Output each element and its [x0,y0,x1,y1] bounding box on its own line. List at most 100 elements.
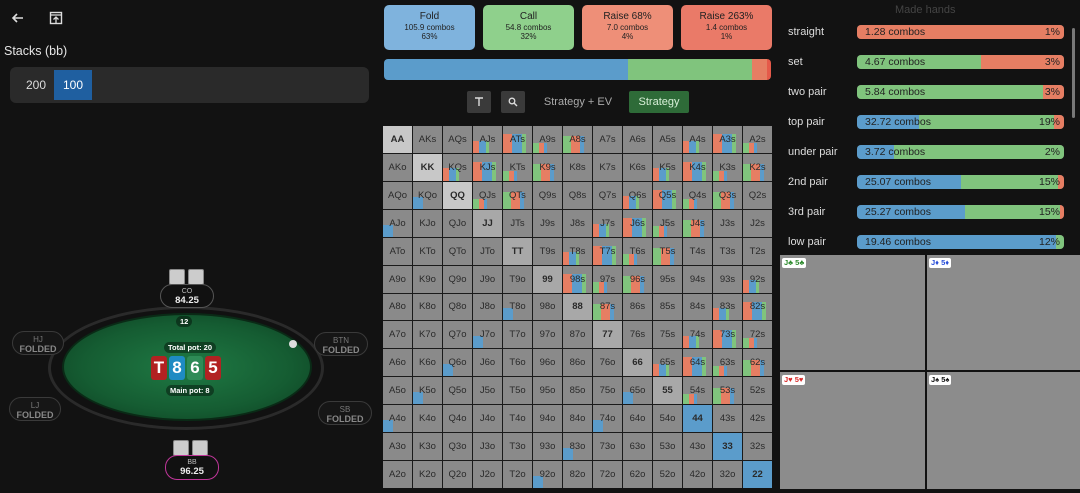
hand-cell[interactable]: 43o [683,433,712,461]
hand-cell[interactable]: 44 [683,405,712,433]
hand-cell[interactable]: T7s [593,237,622,265]
hand-cell[interactable]: KJs [473,153,502,181]
hand-cell[interactable]: 32o [713,461,742,488]
hand-cell[interactable]: K5s [653,153,682,181]
hand-cell[interactable]: 42o [683,461,712,488]
hand-cell[interactable]: A2s [743,126,772,153]
hand-cell[interactable]: 65o [623,377,652,405]
hand-cell[interactable]: Q3s [713,181,742,209]
hand-cell[interactable]: QTs [503,181,532,209]
hand-cell[interactable]: Q9o [443,265,472,293]
hand-cell[interactable]: K8s [563,153,592,181]
hand-cell[interactable]: T8o [503,293,532,321]
hand-cell[interactable]: 76s [623,321,652,349]
hand-cell[interactable]: 32s [743,433,772,461]
hand-cell[interactable]: K5o [413,377,442,405]
made-hand-row[interactable]: straight 1.28 combos 1% [788,24,1068,40]
hand-cell[interactable]: AKs [413,126,442,153]
hand-cell[interactable]: Q2s [743,181,772,209]
hand-cell[interactable]: K2s [743,153,772,181]
hand-cell[interactable]: 74o [593,405,622,433]
hand-cell[interactable]: T8s [563,237,592,265]
hand-cell[interactable]: J8o [473,293,502,321]
hand-cell[interactable]: Q3o [443,433,472,461]
hand-cell[interactable]: QJs [473,181,502,209]
strategy-ev-tab[interactable]: Strategy + EV [543,96,613,108]
hand-cell[interactable]: T5o [503,377,532,405]
hand-cell[interactable]: 85o [563,377,592,405]
hand-cell[interactable]: 76o [593,349,622,377]
hand-cell[interactable]: Q7o [443,321,472,349]
hand-cell[interactable]: Q9s [533,181,562,209]
hand-cell[interactable]: Q6o [443,349,472,377]
hand-cell[interactable]: K7s [593,153,622,181]
hand-cell[interactable]: T3o [503,433,532,461]
hand-cell[interactable]: T9o [503,265,532,293]
hand-cell[interactable]: 83s [713,293,742,321]
hand-cell[interactable]: QTo [443,237,472,265]
hand-cell[interactable]: 92o [533,461,562,488]
made-hand-row[interactable]: top pair 32.72 combos 19% [788,114,1068,130]
scrollbar[interactable] [1072,28,1075,118]
hand-cell[interactable]: 94o [533,405,562,433]
hand-cell[interactable]: 52o [653,461,682,488]
made-hand-row[interactable]: 2nd pair 25.07 combos 15% [788,174,1068,190]
hand-cell[interactable]: KK [413,153,442,181]
hand-cell[interactable]: T5s [653,237,682,265]
strategy-tab[interactable]: Strategy [629,91,689,113]
hand-cell[interactable]: 42s [743,405,772,433]
hand-cell[interactable]: 64s [683,349,712,377]
hand-cell[interactable]: 93o [533,433,562,461]
hand-cell[interactable]: Q5s [653,181,682,209]
hand-cell[interactable]: AJo [383,209,412,237]
hand-cell[interactable]: 93s [713,265,742,293]
hand-cell[interactable]: 95o [533,377,562,405]
hand-cell[interactable]: ATo [383,237,412,265]
hand-cell[interactable]: K3o [413,433,442,461]
action-call[interactable]: Call 54.8 combos 32% [483,5,574,50]
action-raise-68[interactable]: Raise 68% 7.0 combos 4% [582,5,673,50]
hand-cell[interactable]: 83o [563,433,592,461]
hand-cell[interactable]: J6s [623,209,652,237]
hand-cell[interactable]: A2o [383,461,412,488]
stack-option-100[interactable]: 100 [54,70,92,100]
hand-quad[interactable]: J♠ 5♠ [927,372,1080,489]
hand-cell[interactable]: QQ [443,181,472,209]
hand-cell[interactable]: KTo [413,237,442,265]
hand-cell[interactable]: JTo [473,237,502,265]
hand-cell[interactable]: A8o [383,293,412,321]
hand-cell[interactable]: 86o [563,349,592,377]
made-hand-row[interactable]: two pair 5.84 combos 3% [788,84,1068,100]
hand-cell[interactable]: J6o [473,349,502,377]
hand-cell[interactable]: 74s [683,321,712,349]
hand-cell[interactable]: T2o [503,461,532,488]
hand-cell[interactable]: 75o [593,377,622,405]
hand-cell[interactable]: A4o [383,405,412,433]
hand-cell[interactable]: 98s [563,265,592,293]
hand-cell[interactable]: KJo [413,209,442,237]
search-icon[interactable] [501,91,525,113]
hand-cell[interactable]: T4s [683,237,712,265]
hand-cell[interactable]: 22 [743,461,772,488]
hand-cell[interactable]: 66 [623,349,652,377]
hand-cell[interactable]: J5s [653,209,682,237]
stack-option-200[interactable]: 200 [25,78,47,92]
hand-cell[interactable]: TT [503,237,532,265]
hand-cell[interactable]: 84o [563,405,592,433]
hand-cell[interactable]: 99 [533,265,562,293]
hand-cell[interactable]: A9o [383,265,412,293]
hand-cell[interactable]: K4s [683,153,712,181]
hand-cell[interactable]: 63o [623,433,652,461]
player-bb[interactable]: BB 96.25 [165,455,219,480]
hand-cell[interactable]: 86s [623,293,652,321]
made-hand-row[interactable]: 3rd pair 25.27 combos 15% [788,204,1068,220]
hand-cell[interactable]: AKo [383,153,412,181]
hand-cell[interactable]: Q4s [683,181,712,209]
hand-cell[interactable]: 92s [743,265,772,293]
hand-cell[interactable]: A3s [713,126,742,153]
hand-cell[interactable]: KQo [413,181,442,209]
hand-cell[interactable]: QJo [443,209,472,237]
hand-cell[interactable]: T2s [743,237,772,265]
hand-cell[interactable]: AQs [443,126,472,153]
hand-cell[interactable]: 95s [653,265,682,293]
